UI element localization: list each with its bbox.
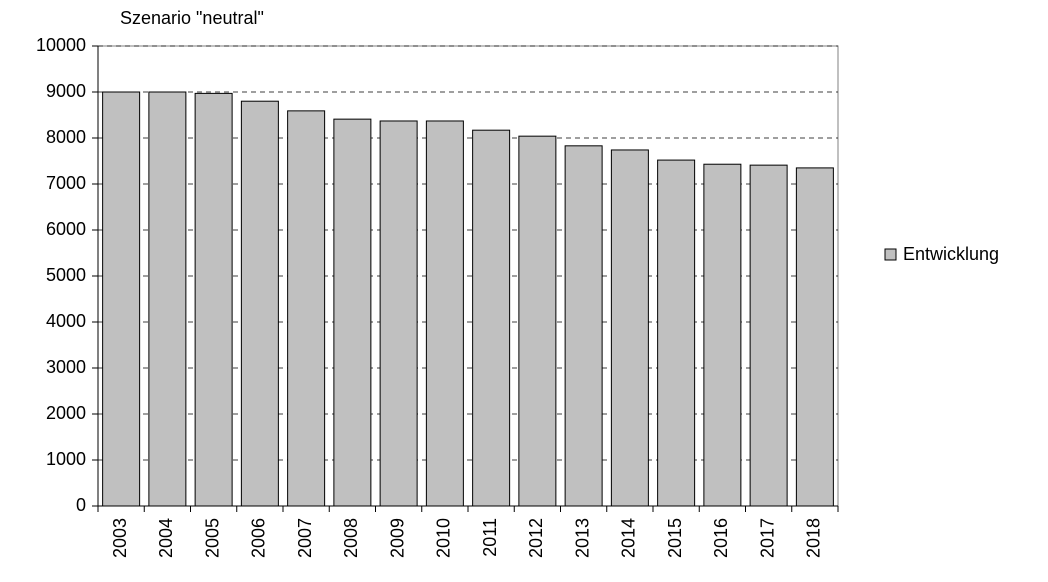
x-tick-label: 2009 — [387, 518, 407, 558]
y-tick-label: 9000 — [46, 81, 86, 101]
x-tick-label: 2013 — [572, 518, 592, 558]
y-tick-label: 6000 — [46, 219, 86, 239]
y-tick-label: 3000 — [46, 357, 86, 377]
legend-swatch — [884, 248, 897, 261]
x-tick-label: 2008 — [341, 518, 361, 558]
bar — [333, 118, 372, 507]
x-tick-label: 2014 — [619, 518, 639, 558]
x-tick-label: 2018 — [804, 518, 824, 558]
chart-title: Szenario "neutral" — [120, 8, 264, 28]
x-tick-label: 2007 — [295, 518, 315, 558]
bar — [518, 135, 557, 507]
y-tick-label: 7000 — [46, 173, 86, 193]
bar — [425, 120, 464, 507]
bar — [148, 91, 187, 507]
x-tick-label: 2004 — [156, 518, 176, 558]
x-tick-label: 2005 — [202, 518, 222, 558]
bar — [240, 100, 279, 507]
x-tick-label: 2003 — [110, 518, 130, 558]
y-tick-label: 5000 — [46, 265, 86, 285]
y-tick-label: 8000 — [46, 127, 86, 147]
x-tick-label: 2016 — [711, 518, 731, 558]
bar — [102, 91, 141, 507]
y-tick-label: 4000 — [46, 311, 86, 331]
x-tick-label: 2017 — [757, 518, 777, 558]
bar — [287, 110, 326, 507]
bar — [657, 159, 696, 507]
x-tick-label: 2012 — [526, 518, 546, 558]
legend-label: Entwicklung — [903, 244, 999, 264]
bar — [703, 163, 742, 507]
bar — [749, 164, 788, 507]
y-tick-label: 1000 — [46, 449, 86, 469]
x-tick-label: 2011 — [480, 518, 500, 557]
bar — [564, 145, 603, 507]
bar — [194, 92, 233, 507]
x-tick-label: 2010 — [434, 518, 454, 558]
bar — [472, 129, 511, 507]
y-tick-label: 2000 — [46, 403, 86, 423]
bar — [795, 167, 834, 507]
x-tick-label: 2015 — [665, 518, 685, 558]
y-tick-label: 0 — [76, 495, 86, 515]
bar — [610, 149, 649, 507]
bar — [379, 120, 418, 507]
y-tick-label: 10000 — [36, 35, 86, 55]
x-tick-label: 2006 — [249, 518, 269, 558]
